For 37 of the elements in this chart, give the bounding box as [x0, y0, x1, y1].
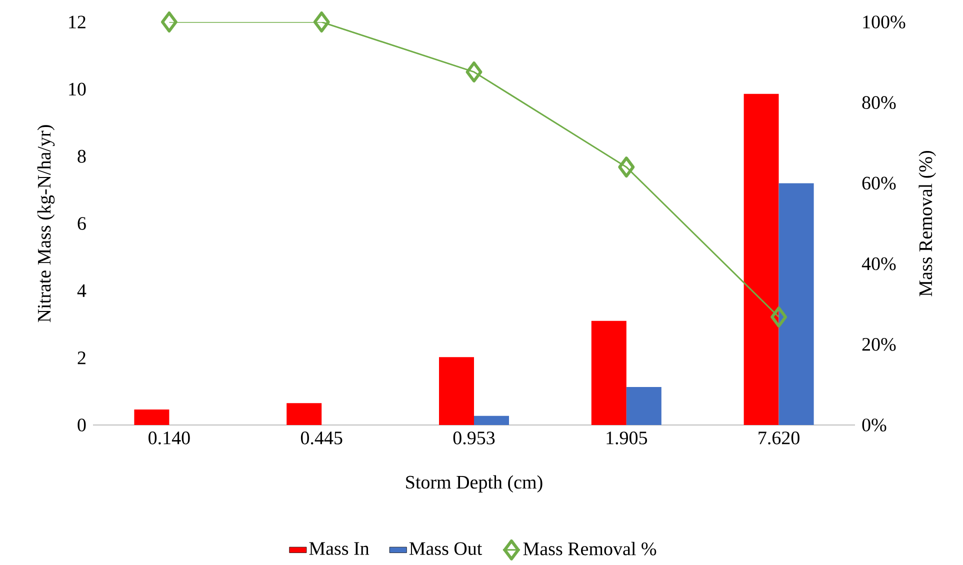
y2-tick-label: 60%: [862, 176, 896, 190]
bar: [474, 416, 510, 425]
x-tick-label: 0.445: [300, 432, 342, 444]
y2-axis-title: Mass Removal (%): [918, 150, 936, 296]
bar: [439, 357, 474, 425]
legend-label: Mass Out: [409, 542, 482, 555]
bar: [778, 183, 814, 425]
y-tick-label: 0: [78, 418, 86, 432]
point: [618, 156, 635, 178]
y-tick-label: 8: [78, 150, 86, 163]
y-tick-label: 4: [77, 284, 86, 297]
x-tick-label: 0.140: [148, 432, 190, 444]
bar: [134, 410, 170, 425]
x-tick-label: 1.905: [606, 432, 648, 444]
y-tick-label: 2: [78, 352, 86, 364]
x-axis-title: Storm Depth (cm): [406, 475, 542, 493]
y2-tick-label: 40%: [862, 257, 896, 270]
x-tick-label: 0.953: [453, 432, 495, 444]
bar: [286, 403, 322, 425]
x-tick-label: 7.620: [758, 432, 800, 444]
point: [313, 11, 330, 32]
bar: [626, 387, 662, 425]
y-tick-label: 6: [78, 217, 86, 230]
y-tick-label: 10: [69, 82, 86, 96]
y-tick-label: 12: [69, 16, 86, 28]
bar: [591, 320, 626, 425]
y2-tick-label: 100%: [863, 16, 906, 28]
legend-label: Mass In: [309, 542, 370, 555]
point: [466, 61, 482, 82]
point: [160, 11, 178, 32]
bar: [744, 94, 779, 425]
y2-tick-label: 0%: [862, 418, 886, 432]
legend-label: Mass Removal %: [523, 542, 656, 556]
y-axis-title: Nitrate Mass (kg-N/ha/yr): [37, 125, 55, 322]
y2-tick-label: 80%: [862, 96, 896, 110]
point: [770, 306, 788, 328]
y2-tick-label: 20%: [862, 338, 896, 351]
